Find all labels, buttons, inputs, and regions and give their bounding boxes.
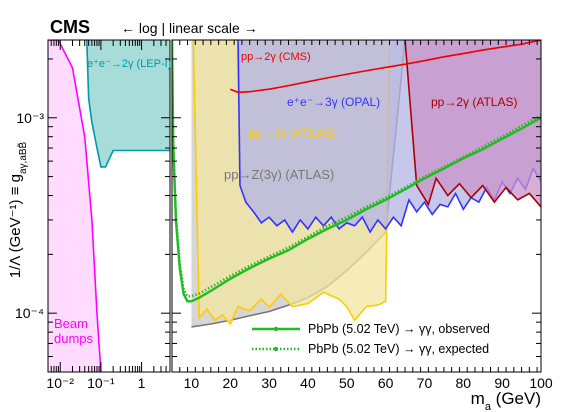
region-fill-lep-i-2gamma xyxy=(86,40,170,167)
x-tick-label-right: 40 xyxy=(300,375,316,391)
x-tick-label-right: 70 xyxy=(417,375,433,391)
scale-note: ← log | linear scale → xyxy=(121,20,258,36)
legend-marker xyxy=(273,346,279,352)
x-axis-label: ma (GeV) xyxy=(471,389,541,412)
region-fill-atlas-2gamma xyxy=(405,40,541,207)
y-tick-label: 10⁻⁴ xyxy=(15,305,44,321)
region-label-opal-3gamma: e⁺e⁻→3γ (OPAL) xyxy=(287,95,380,109)
y-tick-label: 10⁻³ xyxy=(16,110,44,126)
legend-marker xyxy=(273,326,279,332)
left-panel-frame xyxy=(47,39,171,373)
x-tick-label-left: 10⁻² xyxy=(46,375,74,391)
x-tick-label-right: 100 xyxy=(529,375,553,391)
series-line-observed xyxy=(172,40,541,303)
region-boundary-atlas-3gamma xyxy=(192,40,391,326)
region-label-atlas-3gamma: pp→3γ (ATLAS) xyxy=(249,126,335,140)
region-boundary-atlas-2gamma xyxy=(404,40,541,208)
right-panel-frame xyxy=(171,39,542,373)
experiment-label: CMS xyxy=(50,17,90,37)
x-tick-label-right: 20 xyxy=(222,375,238,391)
x-tick-label-right: 50 xyxy=(339,375,355,391)
x-tick-label-right: 30 xyxy=(261,375,277,391)
x-tick-label-right: 90 xyxy=(494,375,510,391)
x-tick-label-right: 80 xyxy=(456,375,472,391)
region-label-atlas-z-3gamma: pp→Z(3γ) (ATLAS) xyxy=(224,167,334,182)
y-axis-label: 1/Λ (GeV⁻¹) ≡ gaγ,aBB̃ xyxy=(7,141,29,278)
x-tick-label-left: 10⁻¹ xyxy=(87,375,115,391)
region-label-atlas-2gamma: pp→2γ (ATLAS) xyxy=(431,95,517,109)
region-label-beam-dumps: dumps xyxy=(54,331,94,346)
region-fill-beam-dumps xyxy=(48,40,101,372)
region-boundary-lep-i-2gamma xyxy=(86,40,170,168)
x-tick-label-left: 1 xyxy=(138,375,146,391)
region-label-cms-2gamma: pp→2γ (CMS) xyxy=(241,51,311,63)
region-label-lep-i-2gamma: e⁺e⁻→2γ (LEP-I) xyxy=(87,58,171,70)
series-line-expected xyxy=(172,40,541,298)
region-label-beam-dumps: Beam xyxy=(54,316,88,331)
x-tick-label-right: 10 xyxy=(184,375,200,391)
region-boundary-beam-dumps xyxy=(48,40,102,372)
legend-label-observed: PbPb (5.02 TeV) → γγ, observed xyxy=(308,322,490,336)
legend-label-expected: PbPb (5.02 TeV) → γγ, expected xyxy=(308,342,489,356)
x-tick-label-right: 60 xyxy=(378,375,394,391)
region-boundary-cms-2gamma xyxy=(229,40,541,94)
